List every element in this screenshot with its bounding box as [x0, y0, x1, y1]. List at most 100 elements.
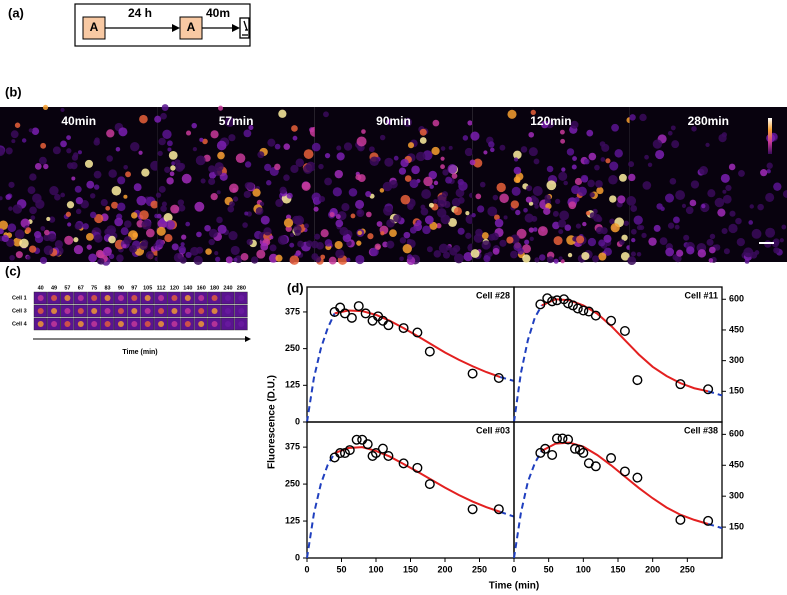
cell-spot — [286, 192, 293, 199]
frame-time: 280min — [688, 114, 729, 128]
cell-spot — [594, 164, 600, 171]
cell-spot — [488, 233, 496, 241]
cell-spot — [669, 177, 677, 185]
data-point — [339, 448, 350, 459]
cell-spot — [268, 253, 278, 263]
cell-spot — [510, 200, 519, 209]
cell-spot — [736, 237, 745, 247]
model-curve — [513, 450, 543, 559]
cell-spot — [108, 235, 116, 244]
cell-spot — [259, 201, 265, 207]
cell-spot — [686, 246, 695, 255]
data-point — [467, 504, 478, 515]
cell-spot — [318, 196, 326, 203]
cell-spot — [600, 157, 606, 162]
cell-spot — [196, 231, 202, 238]
cell-spot — [356, 209, 365, 218]
cell-spot — [671, 140, 680, 149]
cell-spot — [559, 210, 570, 221]
cell-spot — [224, 117, 235, 127]
step-time: 40m — [206, 6, 230, 20]
cell-spot — [672, 254, 679, 261]
cell-spot — [66, 201, 75, 209]
cell-spot — [292, 135, 298, 141]
cell-spot — [588, 152, 597, 161]
x-tick-label: 250 — [680, 564, 695, 574]
data-point — [535, 299, 546, 310]
data-point — [371, 448, 382, 459]
cell-spot — [428, 170, 438, 180]
cell-spot — [44, 229, 50, 236]
cell-spot — [577, 186, 587, 197]
data-point — [703, 384, 714, 395]
model-curve — [707, 390, 723, 397]
cell-spot — [667, 222, 675, 229]
model-curve — [306, 312, 336, 423]
cell-spot — [74, 222, 82, 230]
cell-spot — [433, 250, 442, 258]
cell-spot — [166, 140, 173, 147]
time-label: 112 — [157, 285, 166, 291]
tile-cell — [171, 308, 178, 314]
cell-spot — [617, 195, 626, 204]
cell-spot — [361, 129, 366, 134]
cell-spot — [357, 230, 362, 236]
cell-spot — [279, 186, 287, 194]
cell-spot — [448, 217, 457, 227]
cell-spot — [339, 226, 349, 236]
cell-spot — [336, 152, 345, 161]
cell-spot — [546, 180, 557, 191]
panel-label: (b) — [5, 84, 22, 99]
cell-spot — [111, 201, 119, 209]
cell-spot — [314, 233, 321, 240]
cell-spot — [115, 146, 121, 152]
cell-spot — [705, 142, 710, 148]
tile-cell — [158, 308, 165, 314]
data-point — [567, 300, 578, 311]
cell-spot — [399, 256, 404, 262]
cell-spot — [487, 251, 493, 257]
row-label: Cell 4 — [12, 321, 28, 327]
cell-spot — [443, 200, 451, 209]
colorbar — [768, 118, 772, 154]
cell-spot — [170, 165, 176, 171]
cell-spot — [555, 198, 561, 204]
cell-spot — [230, 245, 240, 255]
cell-spot — [66, 135, 71, 140]
tile-cell — [64, 308, 71, 314]
tile-cell — [224, 308, 231, 314]
cell-spot — [274, 163, 281, 171]
cell-spot — [252, 188, 261, 197]
cell-spot — [34, 163, 42, 170]
data-point — [398, 323, 409, 334]
cell-spot — [587, 179, 595, 188]
frame-time: 57min — [219, 114, 254, 128]
cell-spot — [483, 254, 491, 263]
cell-spot — [290, 164, 299, 174]
cell-spot — [155, 239, 165, 248]
tile-cell — [91, 295, 98, 301]
cell-spot — [540, 120, 549, 129]
cell-spot — [329, 211, 335, 218]
cell-spot — [130, 141, 140, 152]
data-point — [675, 379, 686, 390]
cell-spot — [161, 201, 167, 207]
cell-spot — [160, 112, 167, 120]
cell-spot — [560, 138, 566, 144]
cell-spot — [766, 169, 771, 174]
cell-spot — [208, 177, 216, 186]
cell-spot — [93, 184, 100, 190]
cell-spot — [675, 190, 686, 201]
data-point — [367, 315, 378, 326]
y-tick-label: 450 — [729, 460, 744, 470]
cell-spot — [582, 221, 587, 227]
cell-spot — [570, 120, 579, 129]
cell-spot — [614, 149, 623, 158]
cell-spot — [553, 236, 563, 246]
cell-spot — [589, 212, 597, 219]
data-point — [547, 296, 558, 307]
cell-spot — [93, 170, 102, 179]
cell-spot — [592, 255, 600, 263]
cell-spot — [348, 188, 358, 197]
cell-spot — [54, 240, 64, 249]
